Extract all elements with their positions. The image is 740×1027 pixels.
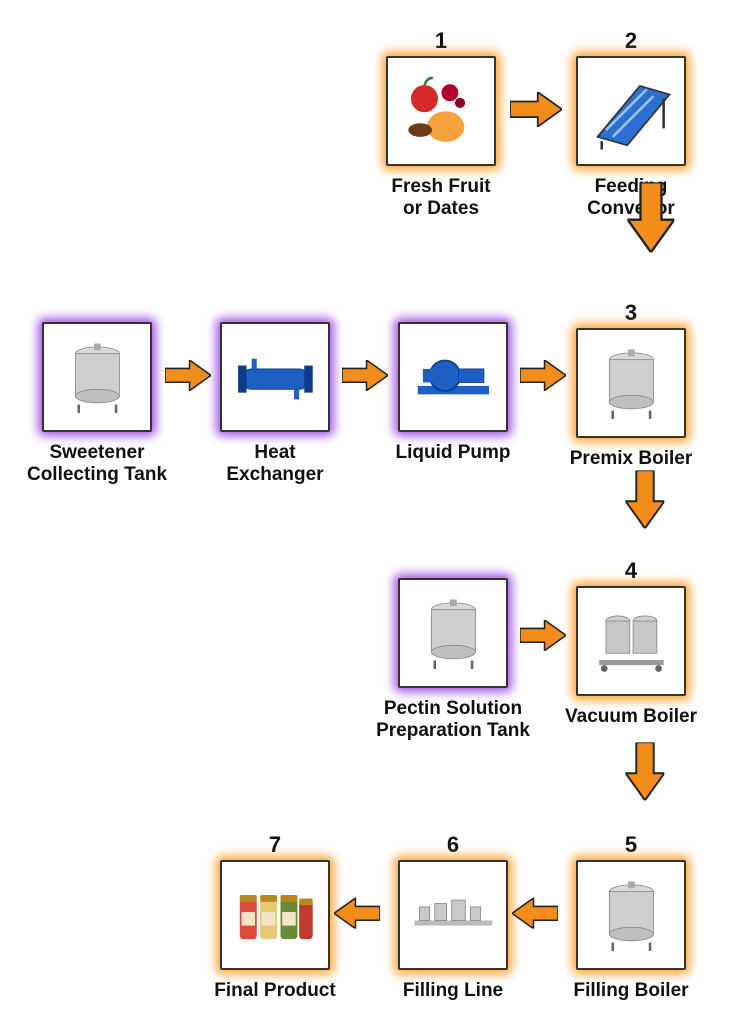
node-number: 3 (548, 300, 714, 326)
node-label: Premix Boiler (548, 448, 714, 470)
arrow-pectin-vacuum (520, 620, 566, 651)
pump-icon (411, 335, 496, 420)
arrow-filline-final (334, 898, 380, 929)
node-number: 4 (548, 558, 714, 584)
node-number: 6 (370, 832, 536, 858)
node-box (398, 860, 508, 970)
filling-line-icon (411, 873, 496, 958)
arrow-vacuum-fillboil (616, 752, 674, 791)
arrow-heatx-pump (342, 360, 388, 391)
node-box (42, 322, 152, 432)
fruits-icon (399, 69, 484, 154)
node-box (398, 578, 508, 688)
node-label: Filling Line (370, 980, 536, 1002)
node-sweet: Sweetener Collecting Tank (14, 322, 180, 486)
arrow-sweet-heatx (165, 360, 211, 391)
node-label: Sweetener Collecting Tank (14, 442, 180, 486)
node-premix: 3 Premix Boiler (548, 300, 714, 470)
node-label: Pectin Solution Preparation Tank (370, 698, 536, 742)
node-box (220, 860, 330, 970)
node-pectin: Pectin Solution Preparation Tank (370, 578, 536, 742)
tank-icon (55, 335, 140, 420)
node-box (576, 860, 686, 970)
conveyor-icon (589, 69, 674, 154)
node-label: Liquid Pump (370, 442, 536, 464)
node-vacuum: 4 Vacuum Boiler (548, 558, 714, 728)
node-number: 2 (548, 28, 714, 54)
jars-icon (233, 873, 318, 958)
node-heatx: Heat Exchanger (192, 322, 358, 486)
tank-icon (411, 591, 496, 676)
tank-icon (589, 341, 674, 426)
node-label: Filling Boiler (548, 980, 714, 1002)
arrow-premix-vacuum (616, 480, 674, 519)
heat-exchanger-icon (233, 335, 318, 420)
node-label: Final Product (192, 980, 358, 1002)
arrow-fillboil-filline (512, 898, 558, 929)
node-number: 7 (192, 832, 358, 858)
node-fillboil: 5 Filling Boiler (548, 832, 714, 1002)
node-label: Vacuum Boiler (548, 706, 714, 728)
node-box (576, 586, 686, 696)
node-box (386, 56, 496, 166)
node-box (220, 322, 330, 432)
node-box (576, 328, 686, 438)
tank-icon (589, 873, 674, 958)
arrow-fruit-conveyor (510, 92, 562, 127)
arrow-conveyor-premix (616, 194, 686, 241)
node-number: 5 (548, 832, 714, 858)
node-label: Fresh Fruit or Dates (358, 176, 524, 220)
node-pump: Liquid Pump (370, 322, 536, 464)
node-fruit: 1 Fresh Fruit or Dates (358, 28, 524, 220)
arrow-pump-premix (520, 360, 566, 391)
node-number: 1 (358, 28, 524, 54)
node-box (398, 322, 508, 432)
node-box (576, 56, 686, 166)
node-label: Heat Exchanger (192, 442, 358, 486)
vacuum-boiler-icon (589, 599, 674, 684)
